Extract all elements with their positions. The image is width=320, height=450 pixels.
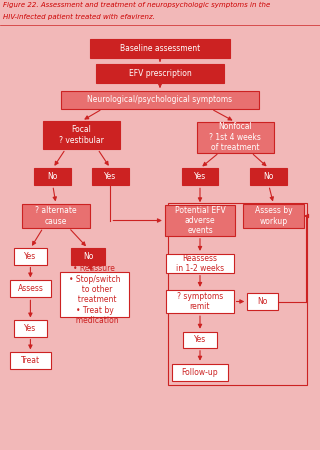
Text: • Reassure
• Stop/switch
  to other
  treatment
• Treat by
  medication: • Reassure • Stop/switch to other treatm… — [69, 264, 120, 325]
Text: Figure 22. Assessment and treatment of neuropsychologic symptoms in the: Figure 22. Assessment and treatment of n… — [3, 2, 270, 9]
FancyBboxPatch shape — [172, 364, 228, 381]
FancyBboxPatch shape — [22, 204, 90, 228]
FancyBboxPatch shape — [61, 91, 259, 109]
FancyBboxPatch shape — [243, 204, 304, 228]
Text: Follow-up: Follow-up — [182, 368, 218, 377]
Text: Assess by
workup: Assess by workup — [255, 206, 292, 226]
Text: Treat: Treat — [21, 356, 40, 365]
FancyBboxPatch shape — [90, 39, 230, 58]
FancyBboxPatch shape — [14, 248, 47, 265]
Text: Yes: Yes — [194, 335, 206, 344]
Text: Yes: Yes — [24, 252, 36, 261]
FancyBboxPatch shape — [43, 121, 120, 149]
FancyBboxPatch shape — [35, 168, 71, 185]
Text: ? symptoms
remit: ? symptoms remit — [177, 292, 223, 311]
FancyBboxPatch shape — [197, 122, 274, 153]
Text: Reassess
in 1-2 weeks: Reassess in 1-2 weeks — [176, 253, 224, 273]
FancyBboxPatch shape — [71, 248, 105, 265]
FancyBboxPatch shape — [166, 254, 234, 273]
Text: Nonfocal
? 1st 4 weeks
of treatment: Nonfocal ? 1st 4 weeks of treatment — [209, 122, 261, 152]
Text: Yes: Yes — [24, 324, 36, 333]
FancyBboxPatch shape — [247, 293, 277, 310]
FancyBboxPatch shape — [166, 290, 234, 313]
Text: EFV prescription: EFV prescription — [129, 69, 191, 78]
Text: Neurological/psychological symptoms: Neurological/psychological symptoms — [87, 95, 233, 104]
FancyBboxPatch shape — [165, 205, 235, 236]
FancyBboxPatch shape — [183, 332, 217, 348]
Text: Focal
? vestibular: Focal ? vestibular — [59, 125, 104, 145]
Text: Potential EFV
adverse
events: Potential EFV adverse events — [175, 206, 225, 235]
FancyBboxPatch shape — [14, 320, 47, 337]
Text: Yes: Yes — [104, 172, 116, 181]
FancyBboxPatch shape — [10, 352, 51, 369]
FancyBboxPatch shape — [96, 64, 224, 83]
Text: No: No — [257, 297, 268, 306]
Text: Baseline assessment: Baseline assessment — [120, 44, 200, 53]
FancyBboxPatch shape — [10, 280, 51, 297]
Text: Yes: Yes — [194, 172, 206, 181]
Text: HIV-infected patient treated with efavirenz.: HIV-infected patient treated with efavir… — [3, 14, 155, 20]
Text: No: No — [83, 252, 93, 261]
FancyBboxPatch shape — [60, 272, 129, 317]
Text: Assess: Assess — [18, 284, 43, 293]
Text: No: No — [264, 172, 274, 181]
FancyBboxPatch shape — [92, 168, 129, 185]
Text: ? alternate
cause: ? alternate cause — [35, 206, 77, 226]
FancyBboxPatch shape — [182, 168, 219, 185]
Text: No: No — [48, 172, 58, 181]
FancyBboxPatch shape — [250, 168, 287, 185]
